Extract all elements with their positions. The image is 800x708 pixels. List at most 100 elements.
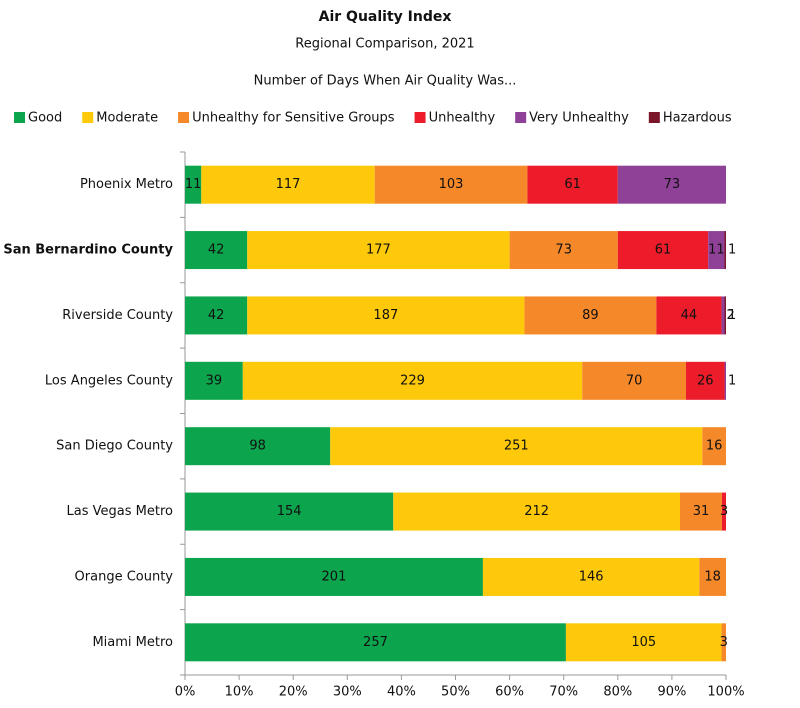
bar-segment (527, 165, 618, 204)
value-label: 42 (208, 308, 225, 323)
value-label: 61 (564, 177, 581, 192)
bar-segment (185, 165, 202, 204)
bar-segment (185, 427, 331, 466)
bar-segment (656, 296, 722, 335)
y-tick-label: Orange County (75, 569, 174, 584)
legend-swatch (515, 112, 527, 123)
bar-segment (617, 231, 709, 270)
bar-segment (247, 296, 525, 335)
x-tick-label: 30% (333, 685, 362, 700)
y-tick-label: Phoenix Metro (80, 177, 173, 192)
bar-segment (185, 557, 483, 596)
value-label: 1 (728, 308, 736, 323)
bar-segment (724, 231, 726, 270)
bar-segment (201, 165, 375, 204)
value-label: 105 (631, 635, 656, 650)
legend-swatch (648, 112, 660, 123)
value-label: 89 (582, 308, 599, 323)
value-label: 70 (626, 373, 643, 388)
legend-label: Moderate (96, 111, 158, 126)
bar-segment (247, 231, 510, 270)
value-label: 61 (655, 243, 672, 258)
value-label: 229 (400, 373, 425, 388)
bar-segment (374, 165, 528, 204)
value-label: 42 (208, 243, 225, 258)
chart-title: Air Quality Index (319, 9, 452, 25)
bar-segment (185, 361, 243, 400)
value-label: 73 (664, 177, 681, 192)
value-label: 98 (249, 439, 266, 454)
value-label: 201 (322, 569, 347, 584)
x-tick-label: 100% (707, 685, 744, 700)
value-label: 39 (206, 373, 223, 388)
value-label: 212 (524, 504, 549, 519)
y-tick-label: Miami Metro (92, 635, 173, 650)
bar-segment (565, 623, 722, 662)
bar-segment (721, 623, 726, 662)
legend-swatch (414, 112, 426, 123)
value-label: 1 (728, 243, 736, 258)
x-tick-label: 80% (603, 685, 632, 700)
value-label: 154 (277, 504, 302, 519)
y-tick-label: Riverside County (62, 308, 173, 323)
value-label: 3 (720, 635, 728, 650)
y-tick-label: Los Angeles County (45, 373, 173, 388)
y-tick-label: San Bernardino County (3, 243, 173, 258)
value-label: 18 (704, 569, 721, 584)
value-label: 117 (276, 177, 301, 192)
value-label: 3 (720, 504, 728, 519)
legend-label: Good (28, 111, 62, 126)
bar-segment (708, 231, 725, 270)
legend-swatch (82, 112, 94, 123)
bar-segment (721, 492, 726, 531)
bar-segment (330, 427, 703, 466)
legend-label: Unhealthy (429, 111, 496, 126)
value-label: 73 (555, 243, 572, 258)
x-tick-label: 20% (279, 685, 308, 700)
bar-segment (699, 557, 726, 596)
value-label: 177 (366, 243, 391, 258)
value-label: 2 (727, 308, 735, 323)
value-label: 11 (185, 177, 202, 192)
bar-segment (724, 296, 726, 335)
bar-segment (482, 557, 700, 596)
legend-label: Unhealthy for Sensitive Groups (192, 111, 395, 126)
value-label: 257 (363, 635, 388, 650)
bar-segment (582, 361, 686, 400)
x-tick-label: 60% (495, 685, 524, 700)
x-tick-label: 50% (441, 685, 470, 700)
y-tick-label: San Diego County (56, 439, 173, 454)
x-tick-label: 0% (175, 685, 196, 700)
bar-segment (524, 296, 657, 335)
bar-segment (509, 231, 618, 270)
legend-swatch (178, 112, 190, 123)
legend-label: Very Unhealthy (529, 111, 629, 126)
value-label: 31 (693, 504, 710, 519)
x-tick-label: 70% (549, 685, 578, 700)
bar-segment (702, 427, 726, 466)
value-label: 146 (579, 569, 604, 584)
x-tick-label: 10% (225, 685, 254, 700)
bar-segment (685, 361, 725, 400)
bar-segment (185, 623, 566, 662)
legend-swatch (14, 112, 25, 123)
bar-segment (721, 296, 725, 335)
bar-segment (617, 165, 726, 204)
x-tick-label: 90% (657, 685, 686, 700)
bar-segment (185, 231, 248, 270)
legend-label: Hazardous (663, 111, 732, 126)
bar-segment (393, 492, 681, 531)
value-label: 1 (728, 373, 736, 388)
value-label: 187 (373, 308, 398, 323)
value-label: 11 (708, 243, 725, 258)
bar-segment (680, 492, 722, 531)
value-label: 103 (439, 177, 464, 192)
bar-segment (724, 361, 726, 400)
x-tick-label: 40% (387, 685, 416, 700)
value-label: 251 (504, 439, 529, 454)
bar-segment (185, 492, 394, 531)
chart-subtitle: Regional Comparison, 2021 (295, 37, 474, 52)
bar-segment (242, 361, 583, 400)
y-tick-label: Las Vegas Metro (67, 504, 173, 519)
